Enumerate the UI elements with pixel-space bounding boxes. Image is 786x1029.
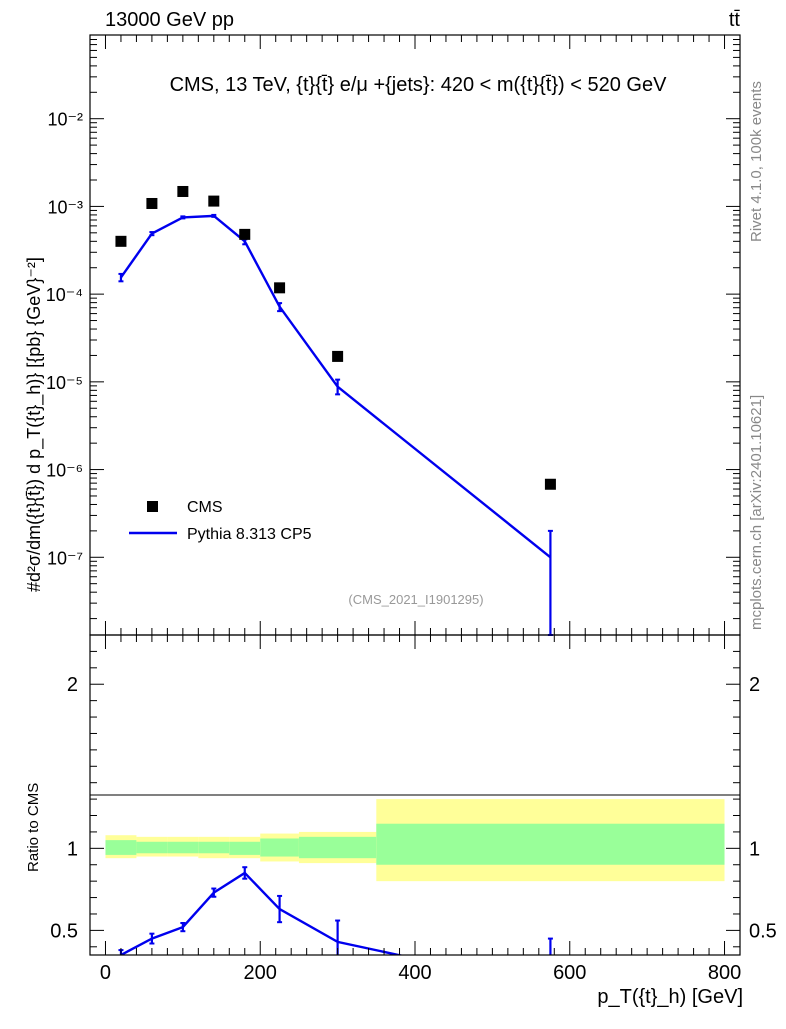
x-tick-label: 200 xyxy=(244,962,277,984)
ratio-band-inner xyxy=(376,823,725,865)
legend: CMS Pythia 8.313 CP5 xyxy=(129,499,312,543)
ratio-band-inner xyxy=(260,838,299,857)
ratio-tick-label-left: 0.5 xyxy=(50,920,78,942)
y-axis-label-main: #d²σ/dm({t}{t̄}) d p_T({t}_h)} [{pb} {Ge… xyxy=(24,257,45,592)
ratio-band-inner xyxy=(136,841,168,854)
y-tick-label: 10⁻⁵ xyxy=(46,373,83,393)
data-point xyxy=(177,185,189,197)
ratio-axis-ticks xyxy=(89,635,741,955)
ratio-band-inner xyxy=(229,841,261,855)
ratio-tick-label-right: 1 xyxy=(749,838,760,860)
energy-label: 13000 GeV pp xyxy=(105,9,234,31)
legend-data-marker xyxy=(147,501,158,512)
x-tick-label: 600 xyxy=(553,962,586,984)
ratio-tick-label-left: 1 xyxy=(67,838,78,860)
legend-data-label: CMS xyxy=(187,499,223,516)
ratio-band-inner xyxy=(105,840,137,855)
x-axis-label: p_T({t}_h) [GeV] xyxy=(597,986,743,1008)
y-tick-label: 10⁻⁶ xyxy=(46,461,83,481)
analysis-title: CMS, 13 TeV, {t}{t̄} e/μ +{jets}: 420 < … xyxy=(170,74,668,96)
ratio-band-inner xyxy=(167,841,199,854)
analysis-id: (CMS_2021_I1901295) xyxy=(348,592,483,607)
process-label: tt̄ xyxy=(729,9,741,31)
y-tick-label: 10⁻³ xyxy=(47,197,83,217)
data-point xyxy=(332,350,344,362)
y-axis-label-ratio: Ratio to CMS xyxy=(25,783,42,872)
ratio-tick-label-right: 2 xyxy=(749,674,760,696)
ratio-tick-label-left: 2 xyxy=(67,674,78,696)
data-point xyxy=(115,235,127,247)
main-panel: 10⁻⁷ 10⁻⁶ 10⁻⁵ 10⁻⁴ 10⁻³ 10⁻² CMS, 13 TeV, {t… xyxy=(24,34,741,636)
x-tick-label: 800 xyxy=(708,962,741,984)
main-axis-tick-labels: 10⁻⁷ 10⁻⁶ 10⁻⁵ 10⁻⁴ 10⁻³ 10⁻² xyxy=(46,110,83,569)
ratio-axis-tick-labels: 0.5 0.5 1 1 2 2 xyxy=(50,674,777,942)
ratio-uncertainty-bands xyxy=(105,799,725,882)
main-frame xyxy=(89,34,741,636)
y-tick-label: 10⁻² xyxy=(47,110,83,130)
data-point xyxy=(146,197,158,209)
y-tick-label: 10⁻⁴ xyxy=(46,285,83,305)
x-tick-label: 0 xyxy=(100,962,111,984)
mc-line xyxy=(119,214,552,559)
ratio-mc-series xyxy=(118,866,553,955)
legend-mc-label: Pythia 8.313 CP5 xyxy=(187,526,312,543)
ratio-band-inner xyxy=(298,836,377,859)
data-point xyxy=(274,282,286,294)
data-series xyxy=(115,185,556,490)
ratio-mc-line xyxy=(120,871,405,955)
ratio-panel: 0.5 0.5 1 1 2 2 Ratio to CMS xyxy=(25,634,777,956)
data-point xyxy=(208,195,220,207)
source-label: mcplots.cern.ch [arXiv:2401.10621] xyxy=(748,395,765,630)
ratio-mc-clip xyxy=(118,866,553,955)
x-tick-label: 400 xyxy=(398,962,431,984)
y-tick-label: 10⁻⁷ xyxy=(47,548,83,568)
ratio-band-inner xyxy=(198,841,230,854)
data-point xyxy=(239,228,251,240)
x-axis-tick-labels: 0 200 400 600 800 xyxy=(100,962,741,984)
rivet-label: Rivet 4.1.0, 100k events xyxy=(748,81,765,242)
main-axis-ticks xyxy=(89,34,741,635)
mc-series xyxy=(118,213,553,636)
data-point xyxy=(544,478,556,490)
ratio-tick-label-right: 0.5 xyxy=(749,920,777,942)
